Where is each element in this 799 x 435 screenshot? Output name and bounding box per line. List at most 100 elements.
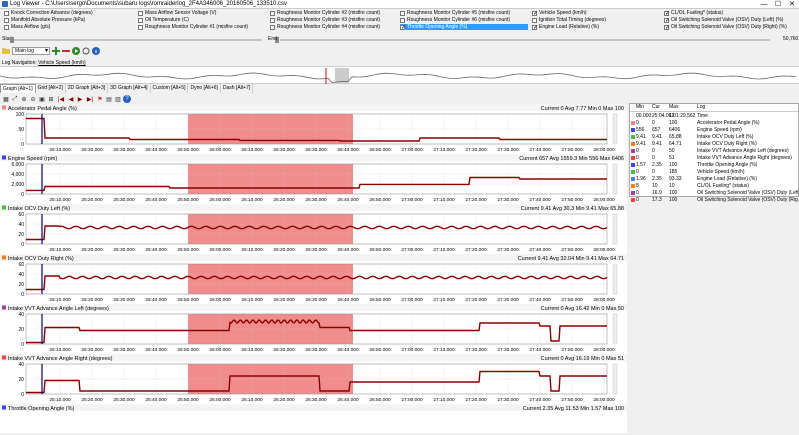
range-slider[interactable]: [0, 36, 799, 44]
channel-checkbox[interactable]: Roughness Monitor Cylinder #6 (misfire c…: [400, 17, 528, 23]
graph-area[interactable]: Accelerator Pedal Angle (%) Current 0 Avg…: [0, 104, 627, 433]
channel-checkbox[interactable]: Throttle Opening Angle (%): [400, 24, 528, 30]
log-navigation-channel[interactable]: Vehicle Speed (km/h): [38, 60, 86, 66]
graph-panel[interactable]: Intake VVT Advance Angle Right (degrees)…: [0, 354, 627, 403]
checkbox-icon[interactable]: [4, 10, 9, 16]
maximize-button[interactable]: ☐: [774, 1, 782, 8]
add-icon[interactable]: [52, 46, 60, 55]
checkbox-icon[interactable]: [664, 17, 670, 23]
marker-icon[interactable]: ⚑: [97, 96, 103, 103]
checkbox-icon[interactable]: [138, 24, 143, 30]
layout-icon[interactable]: ▤: [106, 96, 112, 103]
help-icon[interactable]: ?: [123, 95, 131, 103]
channel-checkbox[interactable]: Roughness Monitor Cylinder #1 (misfire c…: [138, 24, 266, 30]
zoom-fit-icon[interactable]: ▣: [39, 96, 45, 103]
channel-checkbox[interactable]: Manifold Absolute Pressure (kPa): [4, 17, 132, 23]
channel-checkbox[interactable]: Oil Temperature (C): [138, 17, 266, 23]
play-icon[interactable]: [72, 46, 80, 55]
overview-chart[interactable]: [0, 67, 799, 85]
value-cur: 0: [652, 147, 655, 154]
log-select[interactable]: Main log: [12, 46, 50, 55]
prev-icon[interactable]: ◀: [68, 96, 74, 103]
channel-checkbox[interactable]: Roughness Monitor Cylinder #4 (misfire c…: [270, 24, 398, 30]
value-row[interactable]: 9.41 9.41 64.71 Intake OCV Duty Right (%): [630, 140, 798, 147]
header-cur[interactable]: Cur: [652, 104, 661, 110]
graph-settings-icon[interactable]: ▦: [3, 96, 9, 103]
value-row[interactable]: 9.41 9.41 65.88 Intake OCV Duty Left (%): [630, 133, 798, 140]
zoom-out-icon[interactable]: ⊖: [30, 96, 36, 103]
checkbox-icon[interactable]: [400, 24, 406, 30]
header-max[interactable]: Max: [669, 104, 679, 110]
graph-panel[interactable]: Throttle Opening Angle (%) Current 2.35 A…: [0, 404, 627, 412]
channel-checkbox[interactable]: Ignition Total Timing (degrees): [532, 17, 660, 23]
checkbox-icon[interactable]: [138, 17, 143, 23]
value-row[interactable]: 8 10 10 CL/OL Fueling* (status): [630, 182, 798, 189]
value-row[interactable]: 556 657 6406 Engine Speed (rpm): [630, 126, 798, 133]
channel-checkbox[interactable]: Engine Load (Relative) (%): [532, 24, 660, 30]
tab-2[interactable]: 2D Graph [Alt+3]: [66, 84, 109, 93]
checkbox-icon[interactable]: [400, 10, 405, 16]
checkbox-icon[interactable]: [664, 24, 670, 30]
header-log[interactable]: Log: [697, 104, 706, 110]
checkbox-icon[interactable]: [532, 17, 537, 23]
tab-1[interactable]: Grid [Alt+2]: [36, 84, 66, 93]
channel-checkbox[interactable]: Vehicle Speed (km/h): [532, 10, 660, 16]
graph-panel[interactable]: Engine Speed (rpm) Current 657 Avg 1559.3…: [0, 154, 627, 203]
graph-panel[interactable]: Intake OCV Duty Left (%) Current 9.41 Avg…: [0, 204, 627, 253]
channel-checkbox[interactable]: Roughness Monitor Cylinder #5 (misfire c…: [400, 10, 528, 16]
overview-window[interactable]: [335, 68, 349, 84]
graph-panel[interactable]: Intake VVT Advance Angle Left (degrees) C…: [0, 304, 627, 353]
tab-3[interactable]: 3D Graph [Alt+4]: [108, 84, 151, 93]
checkbox-icon[interactable]: [4, 17, 9, 23]
zoom-x-icon[interactable]: ⊞: [48, 96, 54, 103]
first-icon[interactable]: |◀: [57, 96, 65, 103]
checkbox-icon[interactable]: [270, 10, 275, 16]
close-button[interactable]: ✕: [789, 1, 795, 8]
zoom-in-icon[interactable]: ⊕: [21, 96, 27, 103]
export-icon[interactable]: ▥: [115, 96, 121, 103]
checkbox-icon[interactable]: [270, 17, 275, 23]
checkbox-icon[interactable]: [532, 10, 538, 16]
channel-checkbox[interactable]: Knock Correction Advance (degrees): [4, 10, 132, 16]
zoom-all-icon[interactable]: ⤢: [12, 95, 18, 102]
value-row[interactable]: 0 0 50 Intake VVT Advance Angle Left (degre…: [630, 147, 798, 154]
header-min[interactable]: Min: [636, 104, 645, 110]
value-row[interactable]: 0 0 51 Intake VVT Advance Angle Right (degr…: [630, 154, 798, 161]
channel-checkbox[interactable]: Oil Switching Solenoid Valve (OSV) Duty …: [664, 24, 792, 30]
tab-6[interactable]: Dash [Alt+7]: [221, 84, 254, 93]
last-icon[interactable]: ▶|: [86, 96, 94, 103]
channel-checkbox[interactable]: Roughness Monitor Cylinder #3 (misfire c…: [270, 17, 398, 23]
tab-0[interactable]: Graph [Alt+1]: [0, 84, 36, 93]
value-row[interactable]: 1.96 2.35 93.33 Engine Load (Relative) (%): [630, 175, 798, 182]
channel-checkbox[interactable]: CL/OL Fueling* (status): [664, 10, 792, 16]
value-row[interactable]: 0 16.9 100 Oil Switching Solenoid Valve (OS…: [630, 189, 798, 196]
info-icon[interactable]: [92, 46, 100, 55]
value-row[interactable]: 1.57 2.35 100 Throttle Opening Angle (%): [630, 161, 798, 168]
tab-5[interactable]: Dyno [Alt+6]: [188, 84, 221, 93]
stacked-graphs[interactable]: Accelerator Pedal Angle (%) Current 0 Avg…: [0, 104, 627, 433]
checkbox-icon[interactable]: [270, 24, 275, 30]
next-icon[interactable]: ▶: [77, 96, 83, 103]
refresh-icon[interactable]: [82, 47, 90, 55]
value-row[interactable]: 0 0 185 Vehicle Speed (km/h): [630, 168, 798, 175]
open-folder-icon[interactable]: [2, 47, 10, 55]
value-row[interactable]: 0 17.3 100 Oil Switching Solenoid Valve (OS…: [630, 196, 798, 203]
tab-4[interactable]: Custom [Alt+5]: [151, 84, 189, 93]
channel-checkbox[interactable]: Roughness Monitor Cylinder #2 (misfire c…: [270, 10, 398, 16]
overview-strip[interactable]: [0, 66, 799, 84]
checkbox-icon[interactable]: [4, 24, 9, 30]
minimize-button[interactable]: —: [760, 1, 768, 8]
channel-checkbox[interactable]: Mass Airflow (g/s): [4, 24, 132, 30]
checkbox-icon[interactable]: [138, 10, 143, 16]
value-row[interactable]: 00.000 25:04.062 1:01:29.562 Time: [630, 112, 798, 119]
graph-panel[interactable]: Accelerator Pedal Angle (%) Current 0 Avg…: [0, 104, 627, 153]
channel-checkbox[interactable]: Mass Airflow Sensor Voltage (V): [138, 10, 266, 16]
remove-icon[interactable]: [62, 47, 70, 55]
graph-panel[interactable]: Intake OCV Duty Right (%) Current 9.41 Av…: [0, 254, 627, 303]
channel-checkbox[interactable]: Oil Switching Solenoid Valve (OSV) Duty …: [664, 17, 792, 23]
checkbox-icon[interactable]: [400, 17, 405, 23]
checkbox-icon[interactable]: [664, 10, 670, 16]
checkbox-icon[interactable]: [532, 24, 538, 30]
selection-highlight[interactable]: [188, 164, 353, 194]
value-row[interactable]: 0 0 100 Accelerator Pedal Angle (%): [630, 119, 798, 126]
